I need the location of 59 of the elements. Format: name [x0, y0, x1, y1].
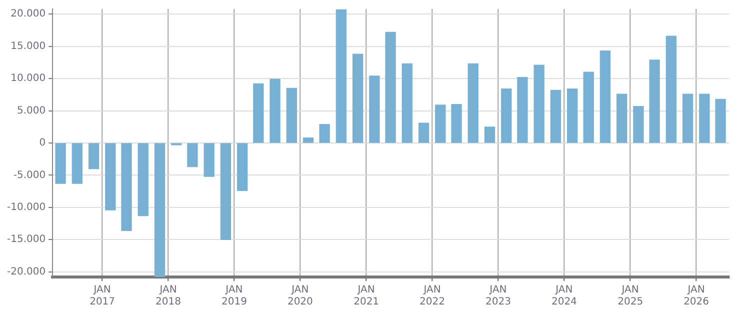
bar [72, 143, 83, 184]
x-tick-label: JAN 2026 [684, 284, 710, 308]
bar [138, 143, 148, 216]
bar [699, 94, 710, 143]
bar [402, 63, 412, 143]
bar [352, 54, 364, 143]
bar [566, 88, 578, 143]
x-tick-label: JAN 2022 [420, 284, 445, 308]
bar [484, 126, 496, 143]
bar [302, 138, 314, 143]
bar [204, 143, 214, 177]
bar [286, 88, 298, 143]
bar [517, 76, 528, 143]
bar [88, 143, 100, 170]
bar [270, 78, 280, 143]
bar [633, 106, 644, 143]
bar [253, 83, 264, 143]
y-tick-label: 15.000 [10, 40, 46, 52]
bar [237, 143, 248, 192]
bar [220, 143, 232, 240]
x-tick-label: JAN 2020 [287, 284, 313, 308]
y-tick-label: -5.000 [13, 170, 46, 181]
bar [451, 104, 462, 143]
y-tick-label: 5.000 [16, 105, 46, 116]
x-tick-label: JAN 2019 [221, 284, 247, 308]
x-tick-label: JAN 2021 [354, 284, 380, 308]
bar [468, 63, 478, 143]
bar [583, 72, 594, 143]
bar [121, 143, 132, 231]
bar [501, 88, 512, 143]
x-tick-label: JAN 2024 [551, 284, 577, 308]
bar [105, 143, 116, 210]
y-tick-label: -20.000 [6, 266, 46, 278]
bar [369, 76, 380, 143]
x-tick-label: JAN 2025 [618, 284, 644, 308]
bar [154, 143, 166, 277]
x-tick-label: JAN 2018 [156, 284, 181, 308]
y-tick-label: 20.000 [10, 8, 46, 20]
bar [649, 60, 660, 143]
bar [550, 90, 562, 143]
bar [336, 9, 347, 143]
bar [715, 98, 726, 143]
y-tick-label: 10.000 [10, 73, 46, 84]
bar [600, 50, 611, 143]
bar [682, 94, 694, 143]
x-tick-label: JAN 2023 [486, 284, 511, 308]
bar [534, 64, 544, 143]
bar [55, 143, 66, 184]
y-tick-label: -15.000 [6, 234, 46, 246]
bar [666, 36, 677, 143]
bar [319, 124, 330, 143]
bar [418, 122, 430, 143]
bar [616, 94, 628, 143]
bar [435, 104, 446, 143]
y-tick-label: -10.000 [6, 202, 46, 214]
x-tick-label: JAN 2017 [90, 284, 116, 308]
y-tick-label: 0 [39, 138, 46, 149]
bar [385, 32, 396, 143]
bar [187, 143, 198, 168]
